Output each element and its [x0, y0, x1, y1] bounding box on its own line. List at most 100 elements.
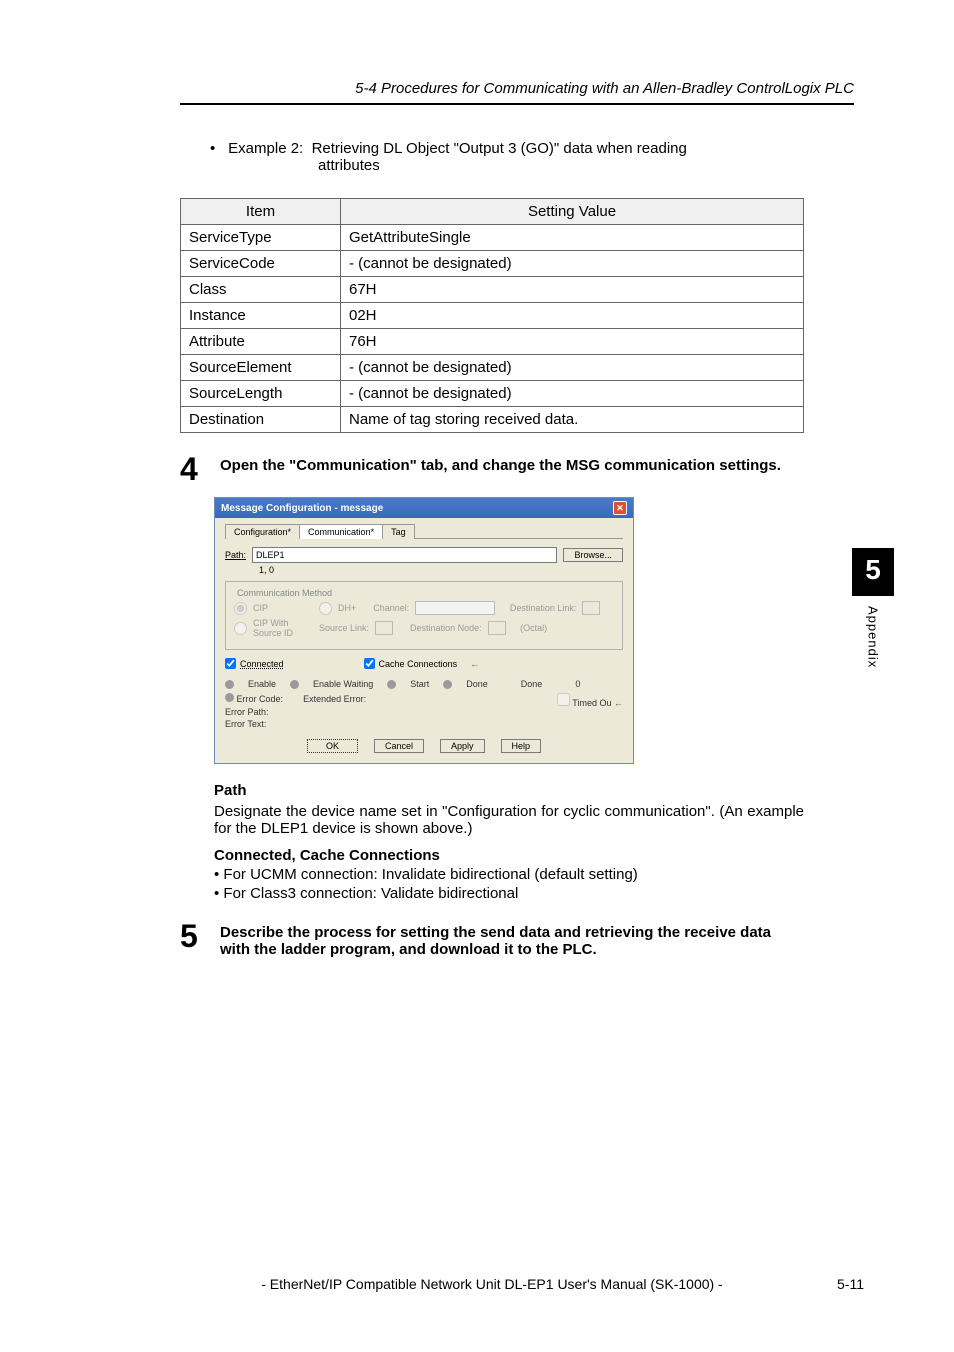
channel-field: [415, 601, 495, 615]
dialog-titlebar: Message Configuration - message ✕: [215, 498, 633, 518]
octal-label: (Octal): [520, 623, 547, 633]
page-header: 5-4 Procedures for Communicating with an…: [180, 80, 854, 105]
side-chapter-label: Appendix: [866, 606, 881, 668]
source-link-label: Source Link:: [319, 623, 369, 633]
cell-item: Attribute: [181, 329, 341, 355]
start-label: Start: [410, 679, 429, 689]
ok-button[interactable]: OK: [307, 739, 358, 753]
timed-label: Timed Ou: [572, 698, 611, 708]
step-5: 5 Describe the process for setting the s…: [180, 920, 804, 958]
step-4: 4 Open the "Communication" tab, and chan…: [180, 453, 804, 485]
path-sub: 1, 0: [259, 565, 623, 575]
apply-button[interactable]: Apply: [440, 739, 485, 753]
connected-checkbox[interactable]: [225, 658, 236, 669]
dialog-title-text: Message Configuration - message: [221, 503, 383, 514]
side-chapter-number: 5: [852, 548, 894, 596]
table-row: Instance02H: [181, 303, 804, 329]
tab-tag[interactable]: Tag: [382, 524, 415, 539]
cell-value: - (cannot be designated): [341, 251, 804, 277]
done-label2: Done: [521, 679, 543, 689]
tab-configuration[interactable]: Configuration*: [225, 524, 300, 539]
table-row: DestinationName of tag storing received …: [181, 407, 804, 433]
cell-item: ServiceCode: [181, 251, 341, 277]
status-icon: [225, 693, 234, 702]
table-row: ServiceCode- (cannot be designated): [181, 251, 804, 277]
done-value: 0: [575, 679, 580, 689]
path-paragraph: Designate the device name set in "Config…: [214, 803, 804, 837]
step-5-number: 5: [180, 920, 204, 952]
radio-dh[interactable]: [319, 602, 332, 615]
cell-value: 76H: [341, 329, 804, 355]
dialog-tabs: Configuration*Communication*Tag: [225, 524, 623, 539]
cell-item: SourceElement: [181, 355, 341, 381]
comm-method-legend: Communication Method: [234, 588, 335, 598]
col-value: Setting Value: [341, 199, 804, 225]
radio-dh-label: DH+: [338, 603, 356, 613]
col-item: Item: [181, 199, 341, 225]
dest-node-label: Destination Node:: [410, 623, 482, 633]
cell-value: 67H: [341, 277, 804, 303]
table-row: Attribute76H: [181, 329, 804, 355]
status-icon: [443, 680, 452, 689]
cell-value: - (cannot be designated): [341, 381, 804, 407]
cell-item: ServiceType: [181, 225, 341, 251]
close-icon[interactable]: ✕: [613, 501, 627, 515]
table-row: ServiceTypeGetAttributeSingle: [181, 225, 804, 251]
timed-checkbox[interactable]: [557, 693, 570, 706]
dest-link-label: Destination Link:: [510, 603, 577, 613]
channel-label: Channel:: [373, 603, 409, 613]
side-tab: 5 Appendix: [852, 548, 894, 668]
cache-label: Cache Connections: [379, 659, 458, 669]
example-line2: attributes: [318, 157, 380, 174]
dialog-buttons: OK Cancel Apply Help: [225, 739, 623, 753]
path-label: Path:: [225, 550, 246, 560]
cell-value: 02H: [341, 303, 804, 329]
error-block: Error Code: Extended Error: Timed Ou ← E…: [225, 693, 623, 731]
radio-cip[interactable]: [234, 602, 247, 615]
dest-link-field: [582, 601, 600, 615]
arrow-icon: ←: [470, 659, 479, 669]
step-4-text: Open the "Communication" tab, and change…: [220, 453, 781, 474]
browse-button[interactable]: Browse...: [563, 548, 623, 562]
example-prefix: Example 2:: [228, 140, 303, 157]
table-row: SourceLength- (cannot be designated): [181, 381, 804, 407]
cell-item: Instance: [181, 303, 341, 329]
status-icon: [225, 680, 234, 689]
enable-label: Enable: [248, 679, 276, 689]
cache-checkbox[interactable]: [364, 658, 375, 669]
status-icon: [387, 680, 396, 689]
footer-page-number: 5-11: [804, 1276, 864, 1292]
error-path-label: Error Path:: [225, 707, 269, 717]
status-row: Enable Enable Waiting Start Done Done 0: [225, 679, 623, 689]
path-input[interactable]: [252, 547, 557, 563]
step-4-number: 4: [180, 453, 204, 485]
cell-value: GetAttributeSingle: [341, 225, 804, 251]
settings-table: Item Setting Value ServiceTypeGetAttribu…: [180, 198, 804, 433]
table-row: SourceElement- (cannot be designated): [181, 355, 804, 381]
cancel-button[interactable]: Cancel: [374, 739, 424, 753]
enable-waiting-label: Enable Waiting: [313, 679, 373, 689]
source-link-field: [375, 621, 393, 635]
page-footer: - EtherNet/IP Compatible Network Unit DL…: [180, 1276, 864, 1292]
tab-communication[interactable]: Communication*: [299, 524, 383, 539]
example-text: • Example 2: Retrieving DL Object "Outpu…: [180, 140, 804, 174]
arrow-icon: ←: [614, 698, 623, 708]
step-5-text: Describe the process for setting the sen…: [220, 920, 804, 958]
cell-item: SourceLength: [181, 381, 341, 407]
footer-manual-title: - EtherNet/IP Compatible Network Unit DL…: [180, 1276, 804, 1292]
message-config-dialog: Message Configuration - message ✕ Config…: [214, 497, 634, 764]
cell-value: Name of tag storing received data.: [341, 407, 804, 433]
radio-cip-label: CIP: [253, 603, 313, 613]
dest-node-field: [488, 621, 506, 635]
conn-bullet-2: • For Class3 connection: Validate bidire…: [214, 885, 804, 902]
table-row: Class67H: [181, 277, 804, 303]
error-text-label: Error Text:: [225, 719, 266, 729]
connected-heading: Connected, Cache Connections: [214, 847, 804, 864]
connected-label: Connected: [240, 659, 284, 669]
path-heading: Path: [214, 782, 804, 799]
radio-cip-source[interactable]: [234, 622, 247, 635]
error-code-label: Error Code:: [237, 694, 284, 704]
done-label: Done: [466, 679, 488, 689]
help-button[interactable]: Help: [501, 739, 542, 753]
comm-method-fieldset: Communication Method CIP DH+ Channel: De…: [225, 581, 623, 650]
